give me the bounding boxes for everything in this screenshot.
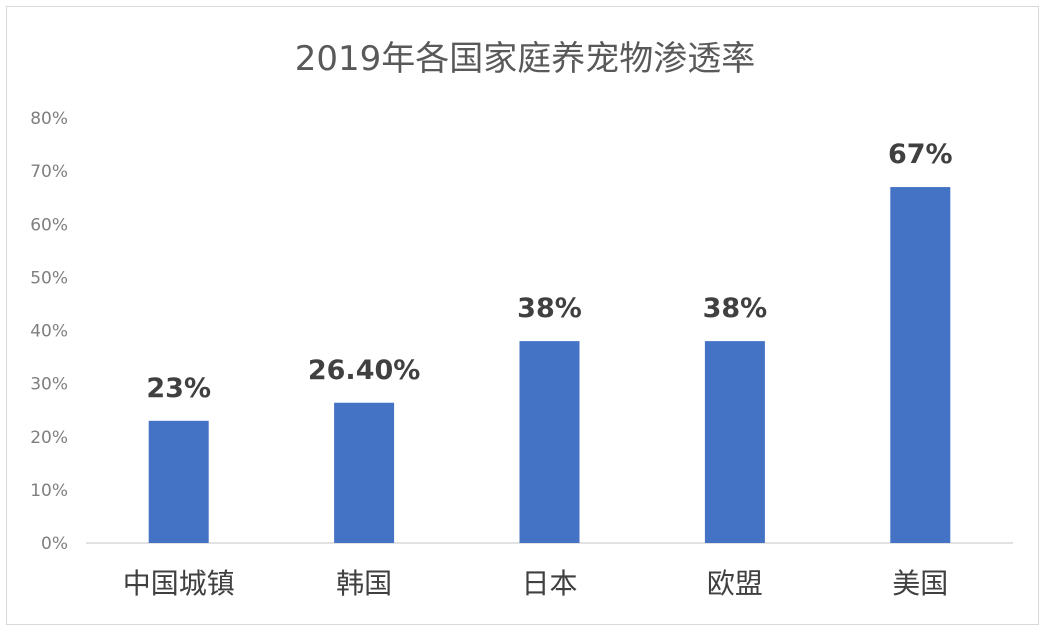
category-label: 欧盟: [707, 567, 763, 600]
data-labels-group: 23% 26.40% 38% 38% 67%: [146, 139, 952, 404]
bar: [704, 341, 765, 543]
y-tick-label: 70%: [30, 162, 68, 182]
bar: [148, 420, 209, 543]
y-tick-label: 30%: [30, 375, 68, 395]
data-label: 26.40%: [308, 355, 420, 386]
bar: [519, 341, 580, 543]
y-tick-label: 20%: [30, 428, 68, 448]
y-tick-label: 40%: [30, 322, 68, 342]
category-labels-group: 中国城镇 韩国 日本 欧盟 美国: [123, 567, 949, 600]
bar: [890, 187, 951, 543]
y-axis-ticks: 0% 10% 20% 30% 40% 50% 60% 70% 80%: [30, 109, 68, 554]
category-label: 日本: [521, 567, 577, 600]
data-label: 38%: [703, 293, 768, 324]
category-label: 韩国: [336, 567, 392, 600]
y-tick-label: 0%: [41, 534, 68, 554]
y-tick-label: 50%: [30, 268, 68, 288]
data-label: 38%: [517, 293, 582, 324]
category-label: 美国: [892, 567, 948, 600]
y-tick-label: 80%: [30, 109, 68, 129]
bar: [334, 402, 395, 543]
data-label: 23%: [146, 373, 211, 404]
chart-title: 2019年各国家庭养宠物渗透率: [295, 39, 756, 79]
category-label: 中国城镇: [123, 567, 235, 600]
data-label: 67%: [888, 139, 953, 170]
bars-group: [148, 187, 951, 543]
y-tick-label: 60%: [30, 215, 68, 235]
y-tick-label: 10%: [30, 481, 68, 501]
